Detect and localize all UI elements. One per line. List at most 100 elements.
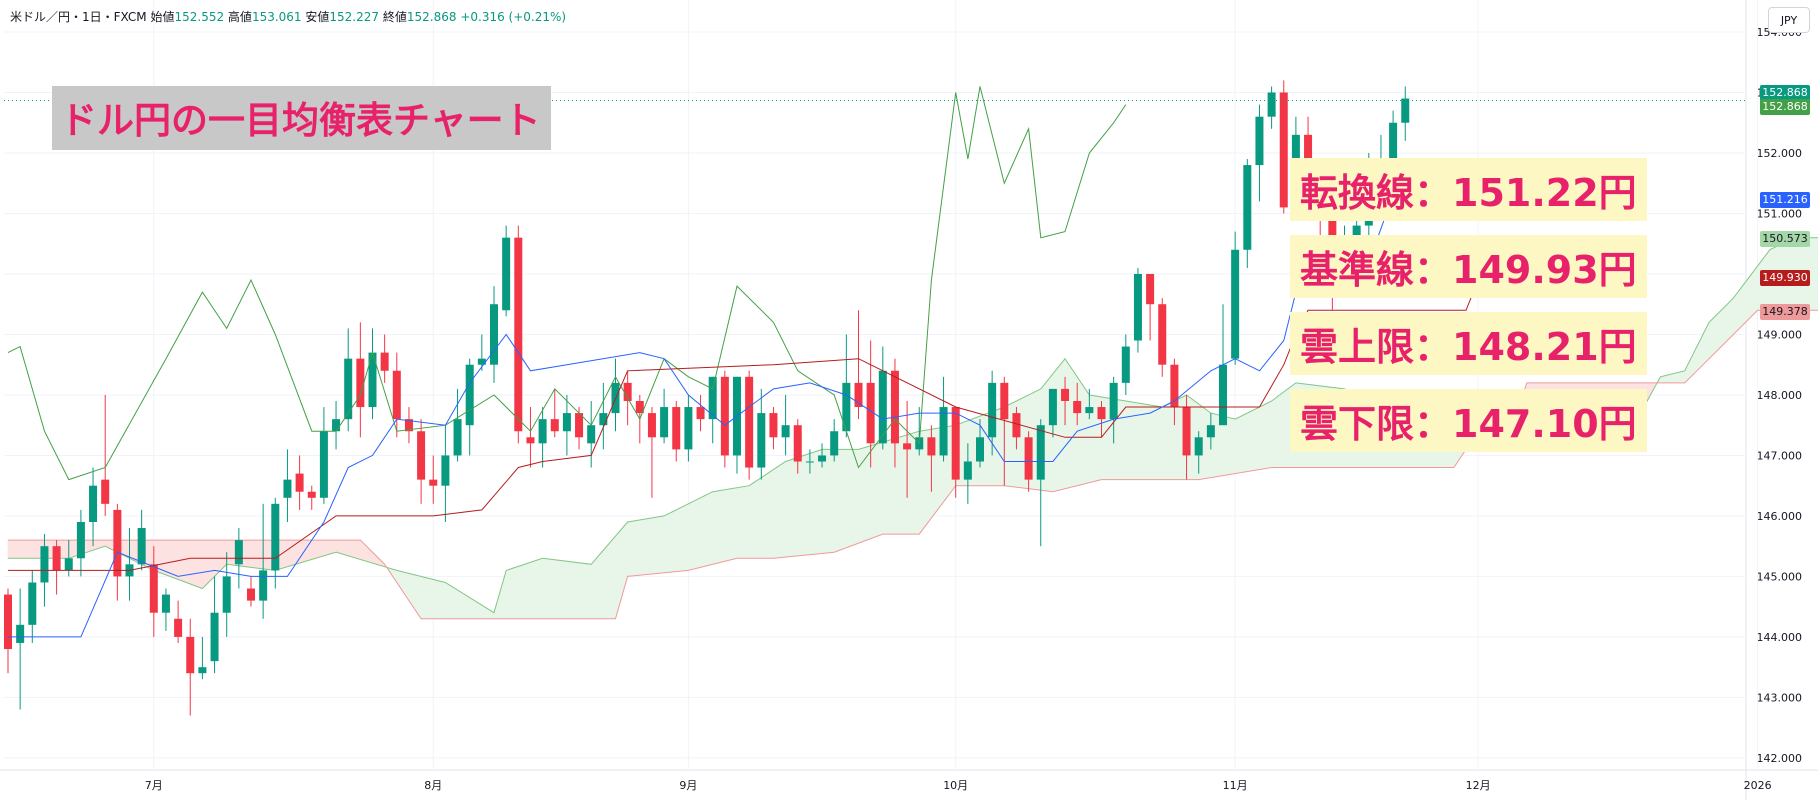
candle-body: [368, 352, 377, 408]
y-tick-label: 148.000: [1757, 389, 1803, 402]
candle-body: [234, 540, 243, 565]
kumo-segment: [517, 563, 525, 620]
candle-body: [575, 413, 584, 438]
kumo-segment: [244, 539, 252, 568]
kumo-segment: [858, 447, 865, 544]
kumo-segment: [420, 576, 428, 620]
candle-body: [599, 413, 608, 426]
kumo-segment: [457, 589, 464, 620]
y-tick-label: 143.000: [1757, 691, 1803, 704]
y-tick-label: 145.000: [1757, 570, 1803, 583]
candle-body: [28, 582, 37, 625]
candle-body: [757, 413, 766, 468]
price-tag: 150.573: [1760, 231, 1810, 248]
candle-body: [988, 382, 997, 438]
y-tick-label: 152.000: [1757, 147, 1803, 160]
kumo-segment: [864, 445, 871, 542]
candle-body: [113, 509, 122, 577]
y-tick-label: 144.000: [1757, 631, 1803, 644]
candle-body: [562, 413, 571, 432]
kumo-segment: [682, 503, 689, 572]
kumo-segment: [1708, 315, 1716, 360]
kumo-segment: [1064, 357, 1072, 490]
kumo-segment: [1811, 237, 1818, 311]
kumo-segment: [1240, 412, 1248, 473]
kumo-segment: [505, 567, 513, 620]
candle-body: [842, 382, 851, 432]
candle-body: [392, 370, 401, 420]
x-tick-label: 12月: [1466, 779, 1491, 792]
kumo-segment: [323, 539, 331, 557]
candle-body: [307, 491, 316, 498]
kumo-segment: [882, 439, 890, 535]
candle-body: [587, 425, 596, 444]
kumo-segment: [870, 443, 878, 540]
candle-body: [866, 382, 875, 444]
candle-body: [453, 419, 462, 456]
candle-body: [271, 503, 280, 571]
candle-body: [660, 407, 669, 438]
kumo-segment: [694, 497, 701, 570]
kumo-segment: [815, 448, 823, 555]
kumo-segment: [1277, 391, 1285, 468]
low-value: 152.227: [329, 10, 380, 24]
candle-body: [1085, 407, 1094, 414]
kumo-segment: [767, 468, 774, 559]
kumo-segment: [675, 506, 683, 572]
symbol-name[interactable]: 米ドル／円・1日・FXCM: [10, 10, 147, 24]
candle-body: [101, 479, 110, 504]
candle-body: [708, 376, 717, 420]
kumo-segment: [1143, 403, 1151, 480]
low-label: 安値: [305, 10, 330, 24]
kumo-segment: [317, 539, 325, 559]
candle-body: [477, 358, 486, 365]
candle-body: [490, 304, 498, 365]
kumo-segment: [262, 539, 270, 570]
kumo-segment: [202, 539, 209, 590]
candle-body: [745, 376, 754, 468]
candle-body: [1267, 92, 1276, 117]
candle-body: [210, 612, 219, 662]
candle-body: [1158, 304, 1167, 365]
kumo-segment: [1016, 397, 1023, 489]
candle-body: [1206, 425, 1215, 438]
kumo-segment: [1259, 403, 1266, 470]
kumo-segment: [663, 512, 671, 574]
currency-button[interactable]: JPY: [1768, 7, 1810, 33]
kumo-segment: [1125, 400, 1133, 480]
symbol-header: 米ドル／円・1日・FXCM 始値152.552 高値153.061 安値152.…: [10, 8, 566, 25]
candle-body: [356, 358, 365, 408]
kumo-segment: [779, 460, 786, 559]
kumo-segment: [1052, 365, 1060, 493]
high-value: 153.061: [251, 10, 302, 24]
kumo-segment: [13, 539, 21, 559]
kumo-segment: [888, 438, 896, 535]
kumo-segment: [821, 449, 829, 554]
kumo-segment: [566, 560, 574, 620]
candle-body: [149, 564, 158, 613]
candle-body: [1389, 122, 1398, 160]
kumo-segment: [281, 539, 288, 569]
kumo-segment: [183, 539, 191, 585]
y-tick-label: 151.000: [1757, 207, 1803, 220]
kumo-segment: [530, 559, 537, 620]
kumo-segment: [311, 539, 319, 560]
candle-body: [769, 413, 778, 438]
kumo-segment: [524, 561, 531, 620]
kumo-segment: [25, 539, 33, 559]
open-label: 始値: [150, 10, 175, 24]
candle-body: [1279, 92, 1288, 208]
candle-body: [1146, 273, 1155, 305]
candle-body: [465, 364, 474, 426]
candle-body: [878, 370, 887, 444]
price-tag: 149.378: [1760, 303, 1810, 320]
candle-body: [89, 485, 98, 522]
candle-body: [684, 407, 693, 450]
kumo-segment: [712, 490, 720, 565]
kumo-segment: [1168, 400, 1175, 480]
candle-body: [332, 419, 341, 432]
candle-body: [805, 461, 814, 463]
x-tick-label: 2026: [1744, 779, 1772, 792]
kumo-segment: [760, 473, 768, 559]
